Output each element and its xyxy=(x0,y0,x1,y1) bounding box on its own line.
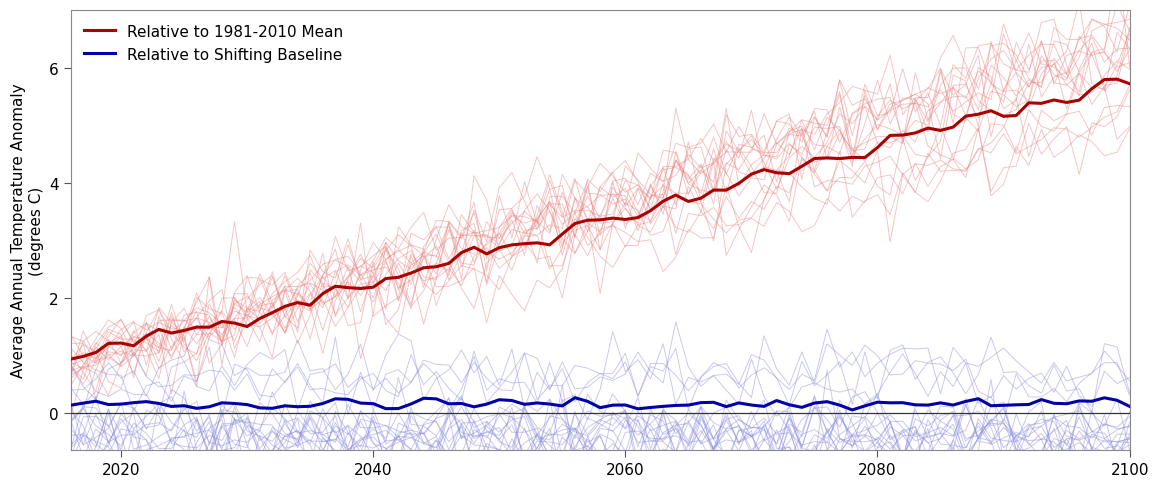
Relative to Shifting Baseline xyxy=(379,406,393,412)
Relative to Shifting Baseline xyxy=(1123,404,1137,409)
Y-axis label: Average Annual Temperature Anomaly
(degrees C): Average Annual Temperature Anomaly (degr… xyxy=(12,83,44,378)
Relative to 1981-2010 Mean xyxy=(64,357,78,363)
Relative to Shifting Baseline xyxy=(568,395,582,401)
Line: Relative to 1981-2010 Mean: Relative to 1981-2010 Mean xyxy=(71,80,1130,360)
Relative to 1981-2010 Mean xyxy=(379,276,393,282)
Relative to 1981-2010 Mean xyxy=(1059,101,1073,106)
Relative to 1981-2010 Mean xyxy=(593,218,607,224)
Legend: Relative to 1981-2010 Mean, Relative to Shifting Baseline: Relative to 1981-2010 Mean, Relative to … xyxy=(78,19,349,69)
Line: Relative to Shifting Baseline: Relative to Shifting Baseline xyxy=(71,398,1130,410)
Relative to 1981-2010 Mean xyxy=(1123,81,1137,87)
Relative to Shifting Baseline xyxy=(64,403,78,408)
Relative to Shifting Baseline xyxy=(846,407,860,413)
Relative to Shifting Baseline xyxy=(429,396,443,402)
Relative to Shifting Baseline xyxy=(606,403,619,408)
Relative to 1981-2010 Mean xyxy=(240,324,254,330)
Relative to 1981-2010 Mean xyxy=(429,264,443,270)
Relative to Shifting Baseline xyxy=(240,402,254,407)
Relative to 1981-2010 Mean xyxy=(391,275,405,281)
Relative to 1981-2010 Mean xyxy=(1110,77,1124,83)
Relative to Shifting Baseline xyxy=(391,406,405,412)
Relative to Shifting Baseline xyxy=(1085,399,1099,405)
